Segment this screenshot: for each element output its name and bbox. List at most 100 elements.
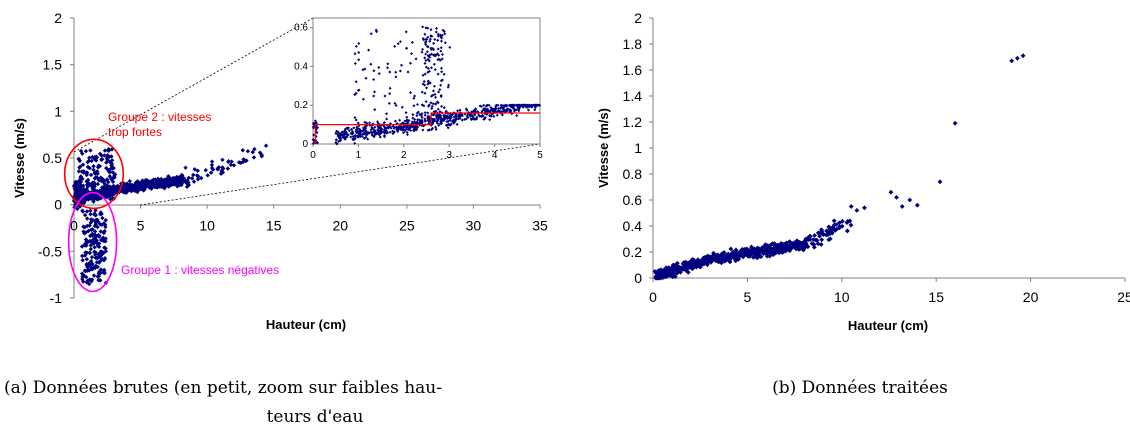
inset-point <box>440 104 444 108</box>
inset-point <box>353 52 357 56</box>
inset-point <box>369 32 373 36</box>
chart-a-point <box>96 178 102 183</box>
chart-a-point <box>88 148 93 153</box>
chart-b-point <box>677 264 682 270</box>
annotation-group2-line1: Groupe 2 : vitesses <box>108 110 211 124</box>
chart-a-point <box>92 229 98 234</box>
chart-a-point <box>90 186 95 191</box>
inset-ytick-label: 0 <box>302 139 308 150</box>
chart-a-point <box>87 277 92 282</box>
chart-a-point <box>162 178 167 183</box>
inset-point <box>442 106 446 110</box>
inset-point <box>472 108 476 112</box>
chart-a-point <box>138 186 144 192</box>
inset-point <box>388 86 392 90</box>
chart-a-point <box>87 223 92 228</box>
chart-b-ytick-label: 0.8 <box>623 166 643 182</box>
chart-a-point <box>75 206 80 212</box>
chart-b-point <box>694 264 699 270</box>
chart-b-point <box>854 208 860 213</box>
inset-point <box>426 54 430 58</box>
chart-a-point <box>93 171 98 176</box>
inset-point <box>345 131 349 135</box>
inset-point <box>456 109 460 113</box>
inset-point <box>436 117 440 121</box>
chart-a-point <box>127 179 132 184</box>
inset-point <box>311 138 315 142</box>
inset-point <box>427 81 431 85</box>
chart-a-point <box>97 260 102 265</box>
chart-a-point <box>99 256 104 261</box>
inset-point <box>424 26 428 30</box>
inset-point <box>460 118 464 122</box>
chart-b-point <box>811 244 817 250</box>
chart-a-point <box>105 191 110 196</box>
inset-point <box>378 130 382 134</box>
inset-point <box>453 119 457 123</box>
chart-a-point <box>240 159 246 165</box>
chart-b-point <box>799 246 805 251</box>
chart-a-point <box>91 181 96 186</box>
chart-b-point <box>815 230 821 236</box>
inset-point <box>382 131 386 135</box>
inset-ytick-label: 0.2 <box>294 100 308 111</box>
chart-b-ylabel: Vitesse (m/s) <box>596 108 611 188</box>
inset-point <box>373 125 377 129</box>
chart-a-point <box>101 179 106 184</box>
inset-point <box>420 90 424 94</box>
chart-a-point <box>123 185 128 191</box>
inset-point <box>388 130 392 134</box>
inset-point <box>441 28 445 32</box>
chart-b-point <box>888 189 894 195</box>
chart-b-point <box>807 237 813 242</box>
inset-point <box>458 116 462 120</box>
chart-a-xtick-label: 35 <box>532 218 548 234</box>
inset-xtick-label: 2 <box>401 150 407 161</box>
chart-b-point <box>763 250 769 256</box>
inset-point <box>424 37 428 41</box>
inset-point <box>512 109 516 113</box>
chart-a-point <box>107 187 113 192</box>
chart-a-point <box>79 244 85 249</box>
inset-point <box>426 66 430 70</box>
chart-b-xtick-label: 20 <box>1023 289 1039 305</box>
chart-a-point <box>76 194 81 199</box>
inset-point <box>533 108 537 112</box>
inset-point <box>370 131 374 135</box>
chart-b-point <box>818 242 824 247</box>
inset-point <box>353 93 357 97</box>
chart-a-point <box>103 246 108 251</box>
chart-b-point <box>807 234 813 240</box>
inset-point <box>491 110 495 114</box>
inset-xtick-label: 0 <box>310 150 316 161</box>
chart-b-point <box>661 271 667 277</box>
chart-a-point <box>86 197 91 202</box>
chart-a-point <box>99 178 104 184</box>
chart-b-point <box>734 253 740 259</box>
inset-point <box>439 94 443 98</box>
chart-b-xtick-label: 25 <box>1117 289 1130 305</box>
inset-point <box>430 107 434 111</box>
caption-a-line1: (a) Données brutes (en petit, zoom sur f… <box>4 378 442 398</box>
chart-b-point <box>744 246 750 252</box>
inset-point <box>409 128 413 132</box>
chart-b-point <box>820 231 826 237</box>
chart-a-point <box>90 241 95 247</box>
chart-a-point <box>86 281 92 287</box>
chart-b-point <box>819 237 825 243</box>
inset-point <box>403 129 407 133</box>
chart-a-point <box>209 165 215 171</box>
chart-a-point <box>88 212 93 217</box>
chart-a-xtick-label: 10 <box>199 218 215 234</box>
inset-point <box>350 127 354 131</box>
annotation-group2-line2: trop fortes <box>108 125 162 139</box>
chart-b-point <box>752 253 758 259</box>
inset-point <box>413 94 417 98</box>
chart-a-point <box>92 156 97 162</box>
chart-a-point <box>85 240 90 245</box>
chart-a-point <box>86 194 91 200</box>
chart-a-point <box>88 233 93 239</box>
chart-a-point <box>80 253 85 259</box>
inset-point <box>426 104 430 108</box>
chart-a-point <box>108 196 113 202</box>
